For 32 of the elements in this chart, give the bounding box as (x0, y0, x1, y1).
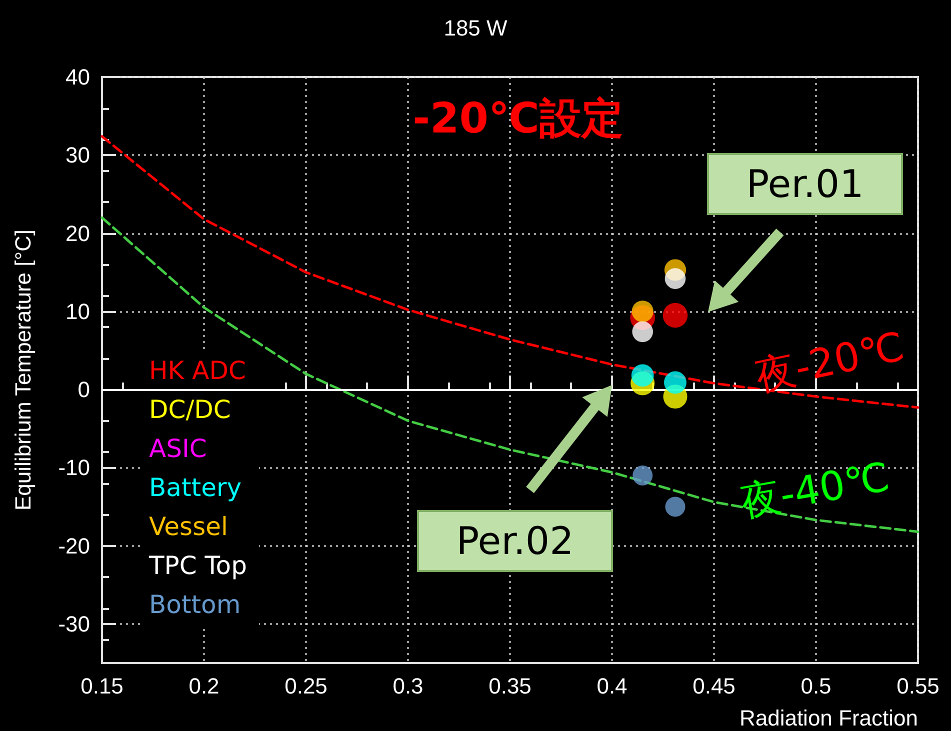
y-tick-label: -20 (58, 533, 90, 558)
y-tick-label: 40 (66, 64, 90, 90)
text: Vessel (149, 512, 228, 541)
annotation: 夜-40℃ (737, 454, 893, 526)
x-tick-label: 0.35 (488, 674, 532, 698)
text: DC/DC (149, 395, 231, 424)
x-tick-label: 0.3 (392, 674, 424, 698)
x-tick-label: 0.45 (692, 674, 736, 698)
y-tick-label: 30 (66, 142, 90, 168)
y-tick-label: 0 (78, 377, 90, 402)
x-tick-label: 0.4 (596, 674, 628, 698)
y-axis-title: Equilibrium Temperature [°C] (10, 229, 36, 511)
y-tick-label: 20 (66, 220, 90, 246)
annotation: -20℃設定 (412, 94, 624, 142)
text: Bottom (149, 590, 241, 619)
x-axis-title: Radiation Fraction (739, 706, 918, 730)
chart-title: 185 W (444, 16, 508, 40)
x-tick-label: 0.55 (896, 674, 940, 698)
annotation: Per.01 (746, 162, 864, 206)
text: Battery (149, 473, 242, 502)
y-tick-label: -10 (58, 455, 90, 480)
x-tick-label: 0.5 (800, 674, 832, 698)
y-tick-label: 10 (66, 298, 90, 324)
legend-label: ASIC (149, 434, 207, 463)
annotation: Per.02 (456, 519, 574, 563)
text: HK ADC (149, 356, 246, 385)
x-tick-label: 0.25 (284, 674, 328, 698)
text: TPC Top (148, 551, 247, 580)
y-tick-label: -30 (58, 611, 90, 636)
annotation: 夜-20℃ (752, 324, 908, 400)
x-tick-label: 0.15 (80, 674, 124, 698)
x-tick-label: 0.2 (188, 674, 220, 698)
